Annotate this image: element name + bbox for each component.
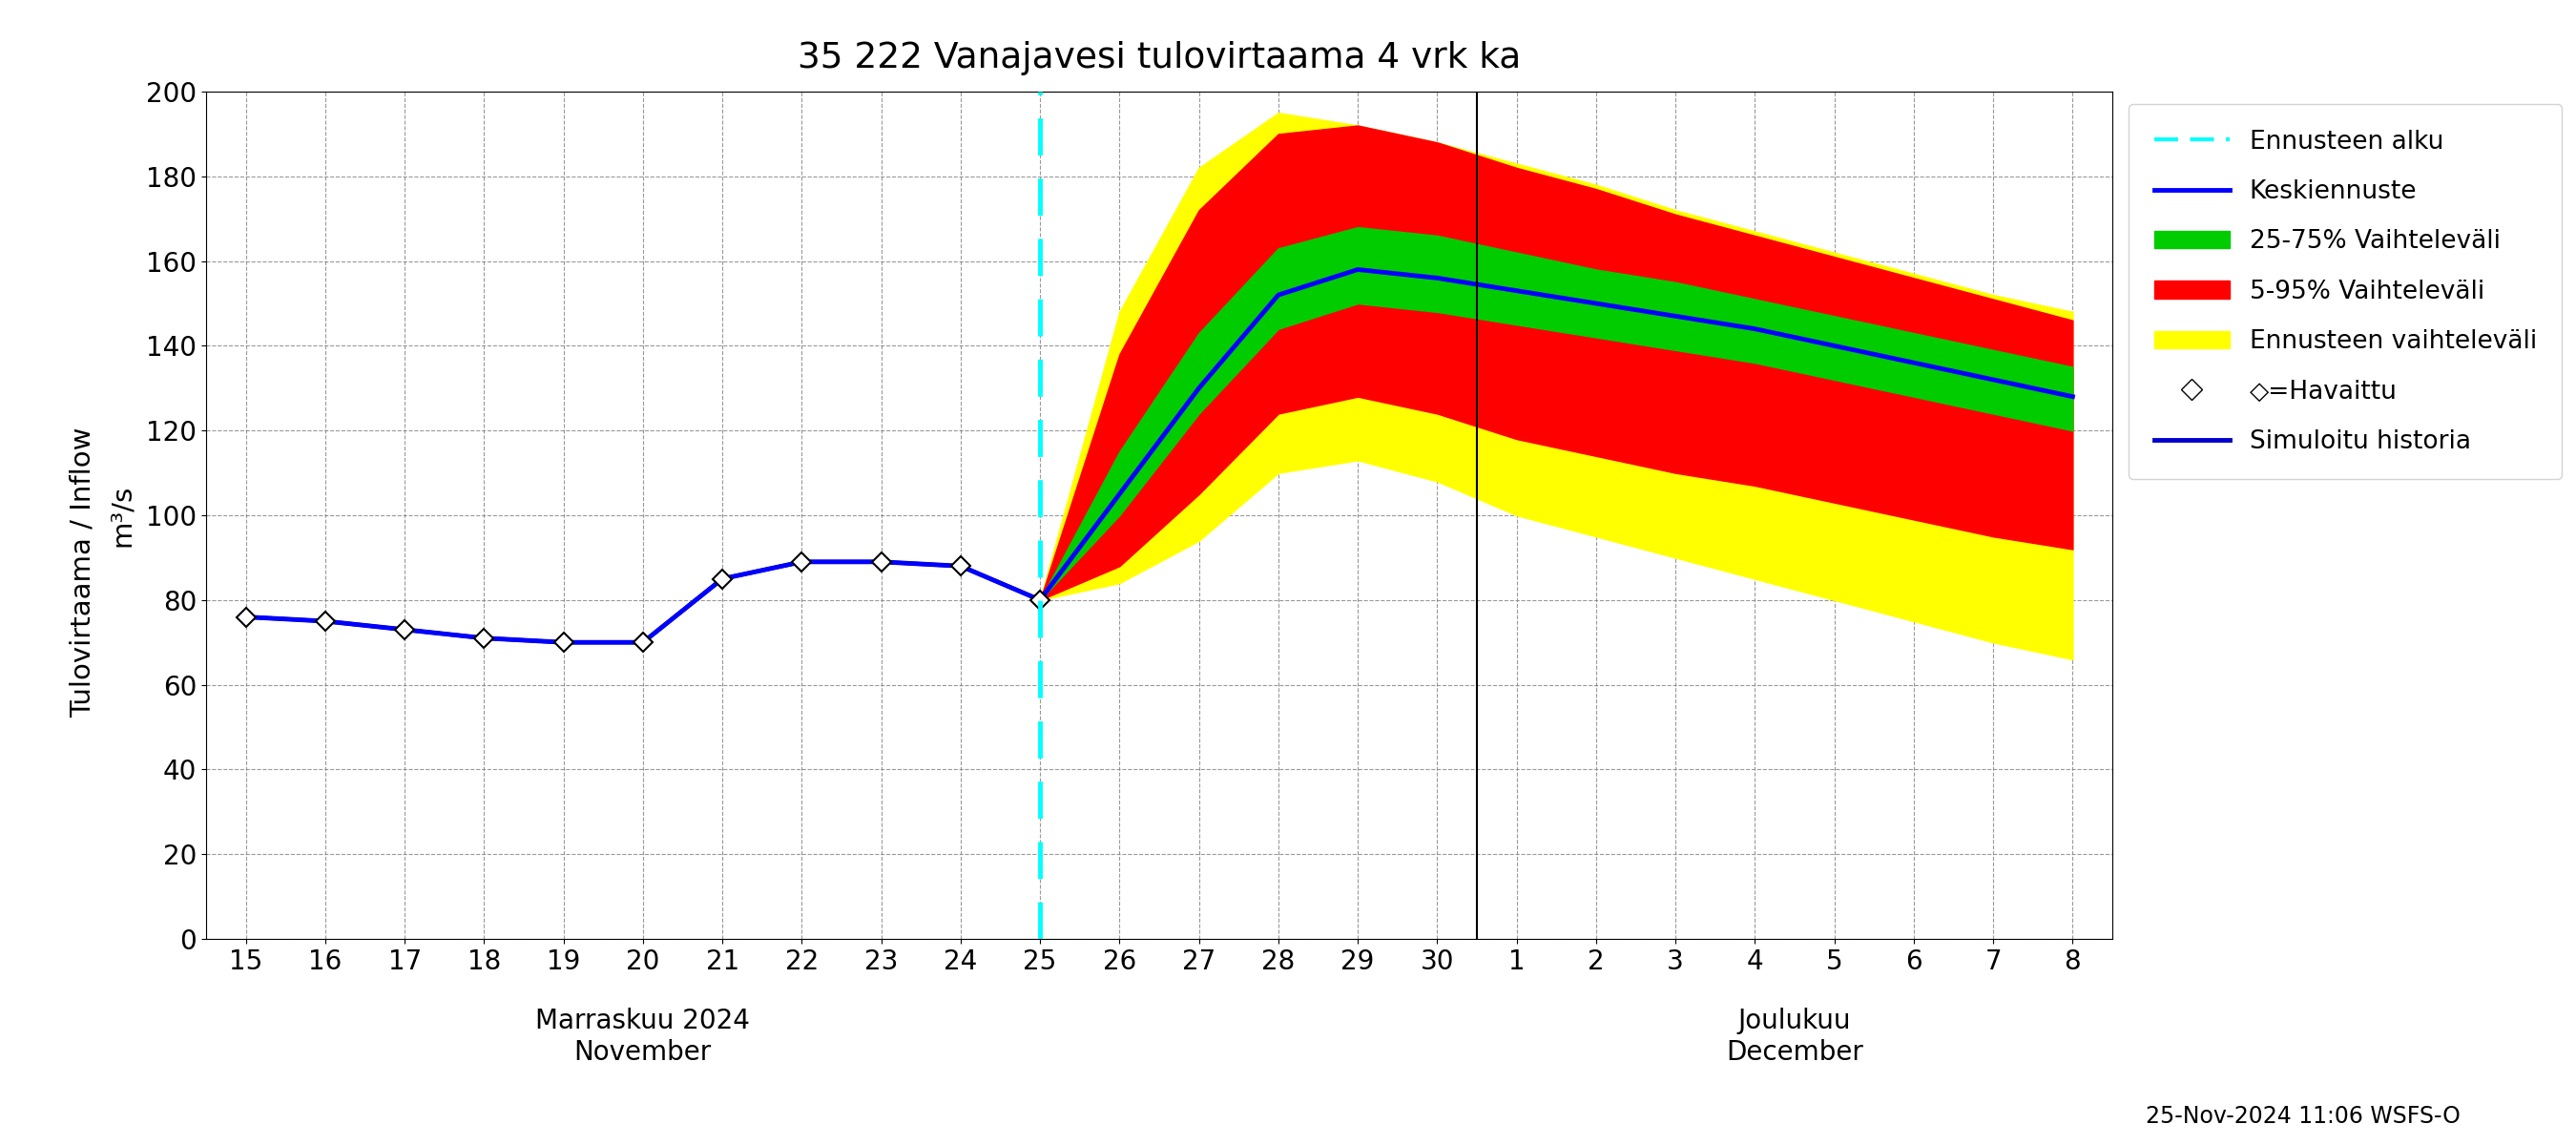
Text: Tulovirtaama / Inflow: Tulovirtaama / Inflow	[70, 427, 95, 718]
Legend: Ennusteen alku, Keskiennuste, 25-75% Vaihteleväli, 5-95% Vaihteleväli, Ennusteen: Ennusteen alku, Keskiennuste, 25-75% Vai…	[2128, 104, 2563, 480]
Text: 25-Nov-2024 11:06 WSFS-O: 25-Nov-2024 11:06 WSFS-O	[2146, 1105, 2460, 1128]
Text: Marraskuu 2024
November: Marraskuu 2024 November	[536, 1008, 750, 1066]
Title: 35 222 Vanajavesi tulovirtaama 4 vrk ka: 35 222 Vanajavesi tulovirtaama 4 vrk ka	[799, 41, 1520, 76]
Text: Joulukuu
December: Joulukuu December	[1726, 1008, 1862, 1066]
Y-axis label: m³/s: m³/s	[108, 484, 137, 546]
